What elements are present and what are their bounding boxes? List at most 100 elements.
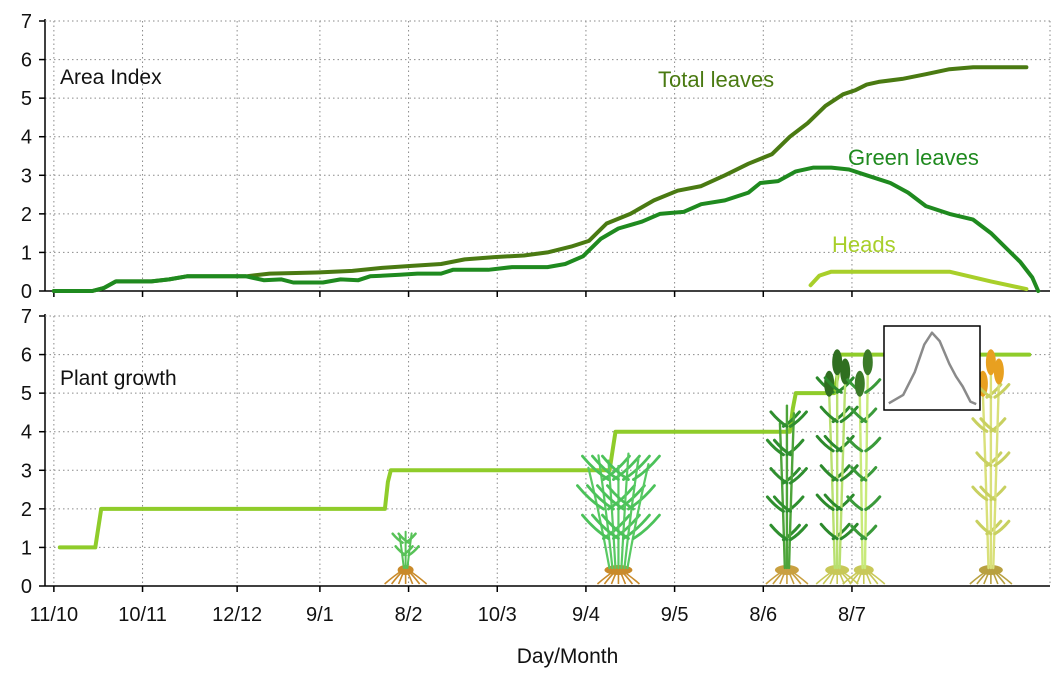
y-tick-label: 2 [21,204,32,226]
series-label-heads: Heads [832,232,896,257]
leaf [979,417,997,433]
ear [832,349,843,376]
x-tick-label: 8/6 [749,604,777,626]
leaf [864,378,882,394]
plot-area [45,21,1050,291]
leaf [971,485,989,502]
leaf [819,464,839,482]
leaf [975,451,993,467]
panel-label: Plant growth [60,367,177,390]
stem [620,452,630,570]
y-tick-label: 1 [21,537,32,559]
leaf [591,513,620,540]
x-tick-label: 8/7 [838,604,866,626]
leaf [846,495,864,511]
leaf [815,434,835,453]
leaf [576,484,605,511]
plant-tillering-icon [576,452,661,585]
series-line-growth-stage [57,352,1032,550]
stem [863,371,869,570]
y-tick-label: 5 [21,88,32,110]
y-tick-label: 3 [21,165,32,187]
y-tick-label: 3 [21,460,32,482]
leaf [586,484,615,511]
leaf [632,454,661,481]
leaf [606,484,635,511]
leaf [850,466,868,482]
leaf [839,522,859,541]
leaf [788,467,808,485]
y-tick-label: 7 [21,306,32,328]
x-tick-label: 9/4 [572,604,600,626]
leaf [596,484,625,511]
bell-curve-icon [883,325,981,411]
leaf [839,405,859,424]
ear [854,370,865,397]
x-tick-label: 9/1 [306,604,334,626]
plot-area [45,316,1050,586]
series-line-heads [808,269,1029,292]
stem [406,532,413,569]
y-tick-label: 0 [21,576,32,598]
leaf [397,532,410,544]
leaf [993,451,1011,467]
stem [626,463,650,570]
plant-seedling-icon [384,530,428,585]
y-tick-label: 5 [21,383,32,405]
leaf [819,522,839,541]
leaf [823,434,843,453]
series-label-green-leaves: Green leaves [848,145,979,170]
leaf [993,519,1011,536]
plant-heading-icon [842,349,886,585]
leaf [979,485,997,502]
leaf [601,513,630,540]
root-crown [774,565,799,575]
ear [993,358,1004,385]
ear [862,349,873,376]
stem [838,380,847,570]
leaf [765,438,785,457]
root-crown [978,565,1003,575]
panel-plant-growth: 0 1 2 3 4 5 6 7 Plant growth [21,306,1051,598]
leaf [815,493,835,511]
leaf [769,523,789,542]
leaf [823,493,843,511]
root-crown [397,565,414,575]
stem [992,380,1001,570]
leaf [971,417,989,433]
stem [623,457,640,570]
x-tick-label: 12/12 [212,604,262,626]
leaf [769,467,789,485]
leaf [591,454,620,481]
x-axis-title: Day/Month [517,645,619,668]
y-tick-label: 6 [21,50,32,72]
x-tick-label: 9/5 [661,604,689,626]
x-tick-label: 10/11 [118,604,167,626]
stem [778,422,787,570]
leaf [632,513,661,540]
inset-curve [888,331,977,406]
leaf [581,454,610,481]
leaf [850,407,868,424]
leaf [846,436,864,453]
leaf [788,523,808,542]
stem [981,392,990,570]
y-tick-label: 1 [21,242,32,264]
y-tick-label: 4 [21,422,32,444]
leaf [864,436,882,453]
leaf [839,464,859,482]
leaf [788,410,808,428]
x-tick-label: 8/2 [395,604,423,626]
y-tick-label: 4 [21,127,32,149]
leaf [772,438,792,457]
leaf [819,405,839,424]
panel-label: Area Index [60,66,162,89]
leaf [850,524,868,541]
panel-area-index: 0 1 2 3 4 5 6 7 Area Index [21,11,1051,303]
leaf [993,383,1011,399]
series-line-green-leaves [51,165,1041,293]
y-tick-label: 7 [21,11,32,33]
leaf [601,454,630,481]
leaf [823,376,843,394]
